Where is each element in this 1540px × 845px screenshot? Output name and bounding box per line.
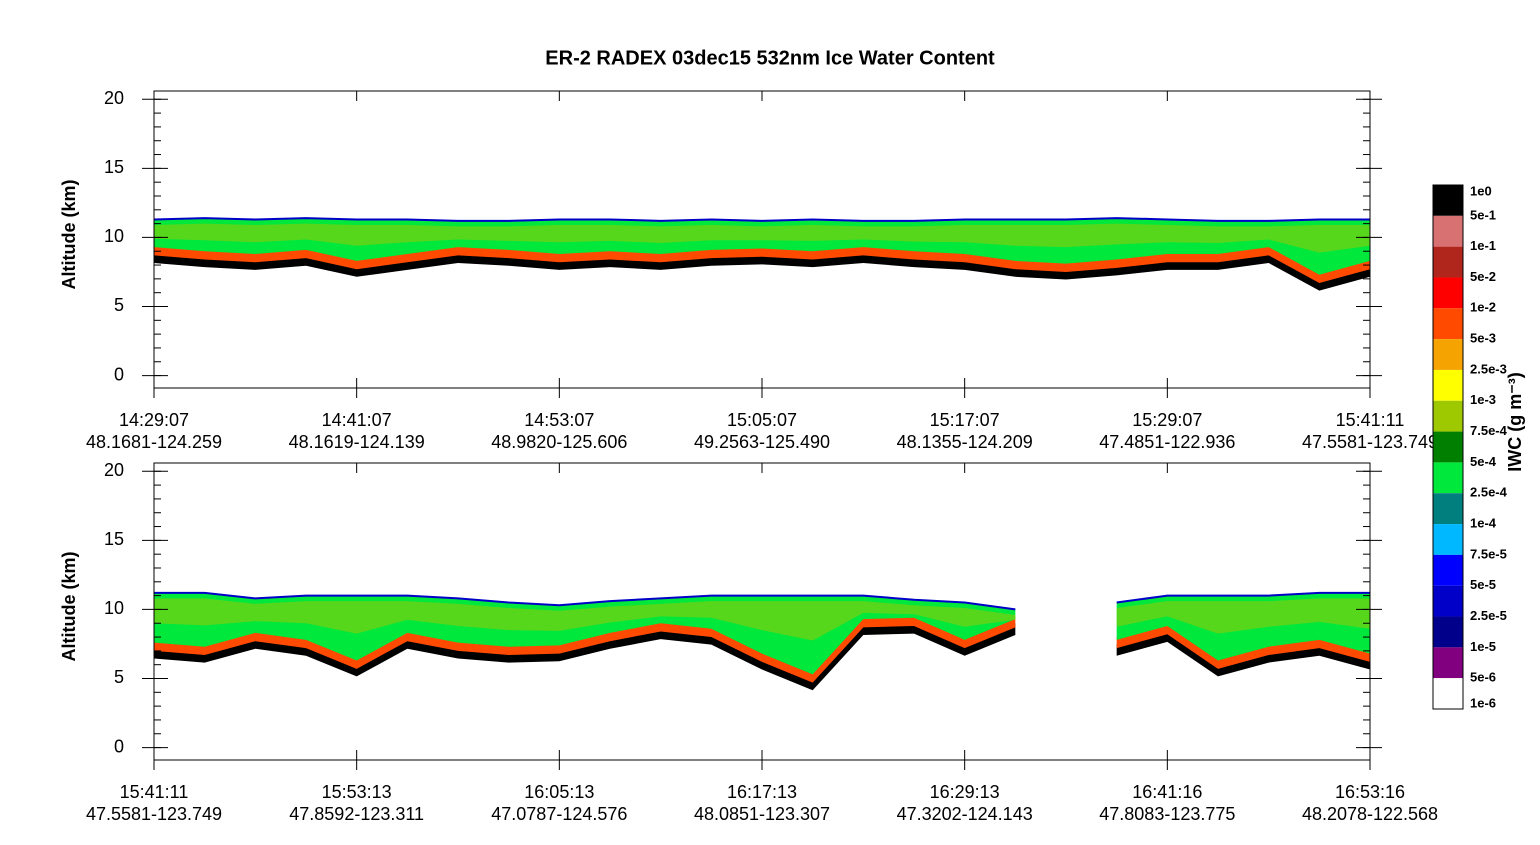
colorbar-title: IWC (g m⁻³) — [1505, 372, 1525, 471]
colorbar-swatch — [1433, 647, 1463, 679]
x-tick-position: 47.4851-122.936 — [1099, 432, 1235, 452]
colorbar-label: 1e-1 — [1470, 238, 1496, 253]
x-tick-time: 15:41:11 — [1336, 410, 1405, 430]
colorbar-label: 1e0 — [1470, 183, 1492, 198]
colorbar-label: 2.5e-3 — [1470, 361, 1507, 376]
x-tick-time: 15:41:11 — [120, 782, 189, 802]
colorbar-label: 5e-3 — [1470, 331, 1496, 346]
x-tick-position: 48.2078-122.568 — [1302, 804, 1438, 824]
x-tick-position: 49.2563-125.490 — [694, 432, 830, 452]
x-tick-position: 48.9820-125.606 — [491, 432, 627, 452]
x-tick-position: 48.1355-124.209 — [897, 432, 1033, 452]
colorbar-swatch — [1433, 493, 1463, 525]
colorbar-swatch — [1433, 308, 1463, 340]
cloud-lower-edge — [1116, 623, 1370, 669]
cloud-texture — [154, 223, 1370, 253]
y-tick-label: 5 — [114, 295, 124, 315]
y-tick-label: 20 — [104, 88, 124, 108]
colorbar-swatch — [1433, 678, 1463, 709]
colorbar-swatch — [1433, 524, 1463, 555]
colorbar-swatch — [1433, 369, 1463, 401]
x-tick-position: 47.5581-123.749 — [1302, 432, 1438, 452]
colorbar-label: 5e-4 — [1470, 454, 1497, 469]
x-tick-position: 48.0851-123.307 — [694, 804, 830, 824]
colorbar-label: 1e-4 — [1470, 515, 1497, 530]
colorbar-swatch — [1433, 215, 1463, 247]
cloud-top-edge — [154, 591, 1016, 611]
colorbar-label: 2.5e-5 — [1470, 608, 1507, 623]
colorbar-label: 1e-2 — [1470, 300, 1496, 315]
colorbar-label: 5e-1 — [1470, 207, 1496, 222]
colorbar-swatch — [1433, 462, 1463, 494]
chart-title: ER-2 RADEX 03dec15 532nm Ice Water Conte… — [545, 47, 995, 69]
colorbar-label: 2.5e-4 — [1470, 485, 1508, 500]
cloud-texture — [1116, 598, 1370, 634]
colorbar-label: 5e-6 — [1470, 670, 1496, 685]
y-axis-label: Altitude (km) — [59, 179, 79, 289]
x-tick-time: 14:53:07 — [524, 410, 594, 430]
colorbar-label: 1e-3 — [1470, 392, 1496, 407]
x-tick-position: 48.1619-124.139 — [289, 432, 425, 452]
x-tick-time: 15:17:07 — [930, 410, 1000, 430]
y-tick-label: 0 — [114, 364, 124, 384]
y-tick-label: 10 — [104, 598, 124, 618]
cloud-lower-edge — [154, 244, 1370, 284]
x-tick-time: 15:53:13 — [322, 782, 392, 802]
x-tick-position: 47.5581-123.749 — [86, 804, 222, 824]
x-tick-time: 16:17:13 — [727, 782, 797, 802]
colorbar-swatch — [1433, 277, 1463, 309]
colorbar-label: 1e-6 — [1470, 695, 1496, 710]
y-tick-label: 15 — [104, 157, 124, 177]
y-tick-label: 10 — [104, 226, 124, 246]
y-axis-label: Altitude (km) — [59, 551, 79, 661]
x-tick-time: 15:05:07 — [727, 410, 797, 430]
colorbar-swatch — [1433, 339, 1463, 370]
colorbar-swatch — [1433, 616, 1463, 648]
x-tick-time: 16:29:13 — [930, 782, 1000, 802]
y-tick-label: 15 — [104, 529, 124, 549]
y-tick-label: 20 — [104, 460, 124, 480]
x-tick-time: 16:05:13 — [524, 782, 594, 802]
cloud-texture — [154, 598, 1016, 641]
x-tick-position: 47.3202-124.143 — [897, 804, 1033, 824]
colorbar-label: 7.5e-5 — [1470, 546, 1507, 561]
colorbar-label: 5e-5 — [1470, 577, 1496, 592]
x-tick-time: 16:41:16 — [1132, 782, 1202, 802]
y-tick-label: 5 — [114, 667, 124, 687]
x-tick-time: 14:41:07 — [322, 410, 392, 430]
colorbar-swatch — [1433, 431, 1463, 463]
cloud-top-edge — [153, 217, 1370, 222]
x-tick-time: 16:53:16 — [1335, 782, 1405, 802]
colorbar-label: 1e-5 — [1470, 639, 1496, 654]
colorbar-swatch — [1433, 554, 1463, 586]
x-tick-time: 15:29:07 — [1132, 410, 1202, 430]
x-tick-position: 48.1681-124.259 — [86, 432, 222, 452]
colorbar-swatch — [1433, 185, 1463, 216]
colorbar-label: 7.5e-4 — [1470, 423, 1508, 438]
colorbar-swatch — [1433, 400, 1463, 432]
colorbar-frame — [1432, 184, 1464, 710]
y-tick-label: 0 — [114, 736, 124, 756]
cloud-top-edge — [1116, 591, 1370, 604]
x-tick-position: 47.8592-123.311 — [289, 804, 424, 824]
colorbar-swatch — [1433, 246, 1463, 278]
cloud-base-edge — [154, 251, 1370, 291]
colorbar-swatch — [1433, 585, 1463, 617]
x-tick-time: 14:29:07 — [119, 410, 189, 430]
colorbar-label: 5e-2 — [1470, 269, 1496, 284]
x-tick-position: 47.8083-123.775 — [1099, 804, 1235, 824]
x-tick-position: 47.0787-124.576 — [491, 804, 627, 824]
